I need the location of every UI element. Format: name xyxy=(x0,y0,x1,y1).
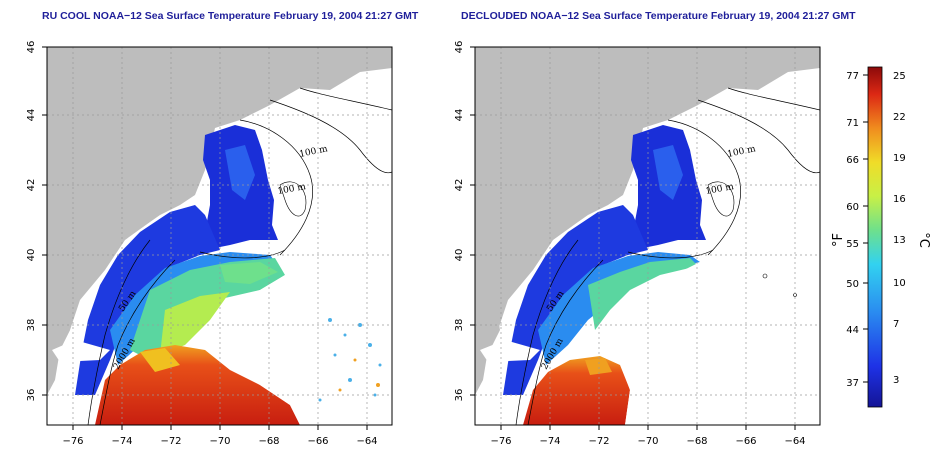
colorbar-c-tick: 7 xyxy=(893,319,899,330)
lon-tick-label: −70 xyxy=(637,436,658,447)
land-left xyxy=(47,47,392,395)
colorbar-c-tick: 25 xyxy=(893,71,906,82)
colorbar-c-tick: 3 xyxy=(893,375,899,386)
lon-tick-label: −68 xyxy=(258,436,279,447)
lat-tick-label: 40 xyxy=(454,249,465,262)
lat-tick-label: 38 xyxy=(454,319,465,332)
isobath-label: 100 m xyxy=(727,144,757,160)
right-map: 100 m 100 m 50 m 2000 m −76 −74 −72 −70 … xyxy=(454,41,821,447)
colorbar-f-tick: 77 xyxy=(846,71,859,82)
lon-tick-label: −76 xyxy=(62,436,83,447)
colorbar-f-tick: 66 xyxy=(846,155,859,166)
colorbar-c-tick: 19 xyxy=(893,153,906,164)
left-panel-title: RU COOL NOAA−12 Sea Surface Temperature … xyxy=(42,10,419,22)
lat-tick-label: 46 xyxy=(26,41,37,54)
left-map: 100 m 100 m 50 m 2000 m −76 −74 −72 −70 … xyxy=(26,41,393,447)
lat-tick-label: 36 xyxy=(26,389,37,402)
lat-tick-label: 40 xyxy=(26,249,37,262)
colorbar-f-tick: 55 xyxy=(846,239,859,250)
colorbar-gradient xyxy=(867,66,883,408)
isobath-label: 100 m xyxy=(705,182,735,197)
lon-tick-label: −64 xyxy=(784,436,805,447)
land-right xyxy=(475,47,820,395)
isobath-label: 100 m xyxy=(277,182,307,197)
lat-tick-label: 42 xyxy=(26,179,37,192)
colorbar-c-tick: 22 xyxy=(893,112,906,123)
lon-tick-label: −74 xyxy=(111,436,132,447)
colorbar-f-tick: 37 xyxy=(846,378,859,389)
lon-tick-label: −66 xyxy=(307,436,328,447)
isobath-label: 100 m xyxy=(299,144,329,160)
colorbar-f-tick: 71 xyxy=(846,118,859,129)
colorbar-c-tick: 16 xyxy=(893,194,906,205)
lon-tick-label: −72 xyxy=(160,436,181,447)
lon-tick-label: −74 xyxy=(539,436,560,447)
colorbar-f-tick: 44 xyxy=(846,325,859,336)
right-panel-title: DECLOUDED NOAA−12 Sea Surface Temperatur… xyxy=(461,10,856,22)
colorbar-f-tick: 50 xyxy=(846,279,859,290)
lat-tick-label: 42 xyxy=(454,179,465,192)
lon-tick-label: −66 xyxy=(735,436,756,447)
colorbar: 77 71 66 60 55 50 44 37 25 22 19 16 13 1… xyxy=(831,66,931,408)
lon-tick-label: −72 xyxy=(588,436,609,447)
shelf-cold-water-right xyxy=(503,205,648,395)
lon-tick-label: −76 xyxy=(490,436,511,447)
lat-tick-label: 44 xyxy=(454,109,465,122)
colorbar-unit-c: °C xyxy=(916,232,931,248)
colorbar-unit-f: °F xyxy=(831,233,846,247)
shelf-cold-water-left xyxy=(75,205,220,395)
gulf-stream-warm-water-left xyxy=(95,345,300,425)
lat-tick-label: 46 xyxy=(454,41,465,54)
lon-tick-label: −64 xyxy=(356,436,377,447)
colorbar-f-tick: 60 xyxy=(846,202,859,213)
lat-tick-label: 38 xyxy=(26,319,37,332)
lon-tick-label: −68 xyxy=(686,436,707,447)
colorbar-c-tick: 10 xyxy=(893,278,906,289)
lon-tick-label: −70 xyxy=(209,436,230,447)
lat-tick-label: 44 xyxy=(26,109,37,122)
lat-tick-label: 36 xyxy=(454,389,465,402)
colorbar-c-tick: 13 xyxy=(893,235,906,246)
